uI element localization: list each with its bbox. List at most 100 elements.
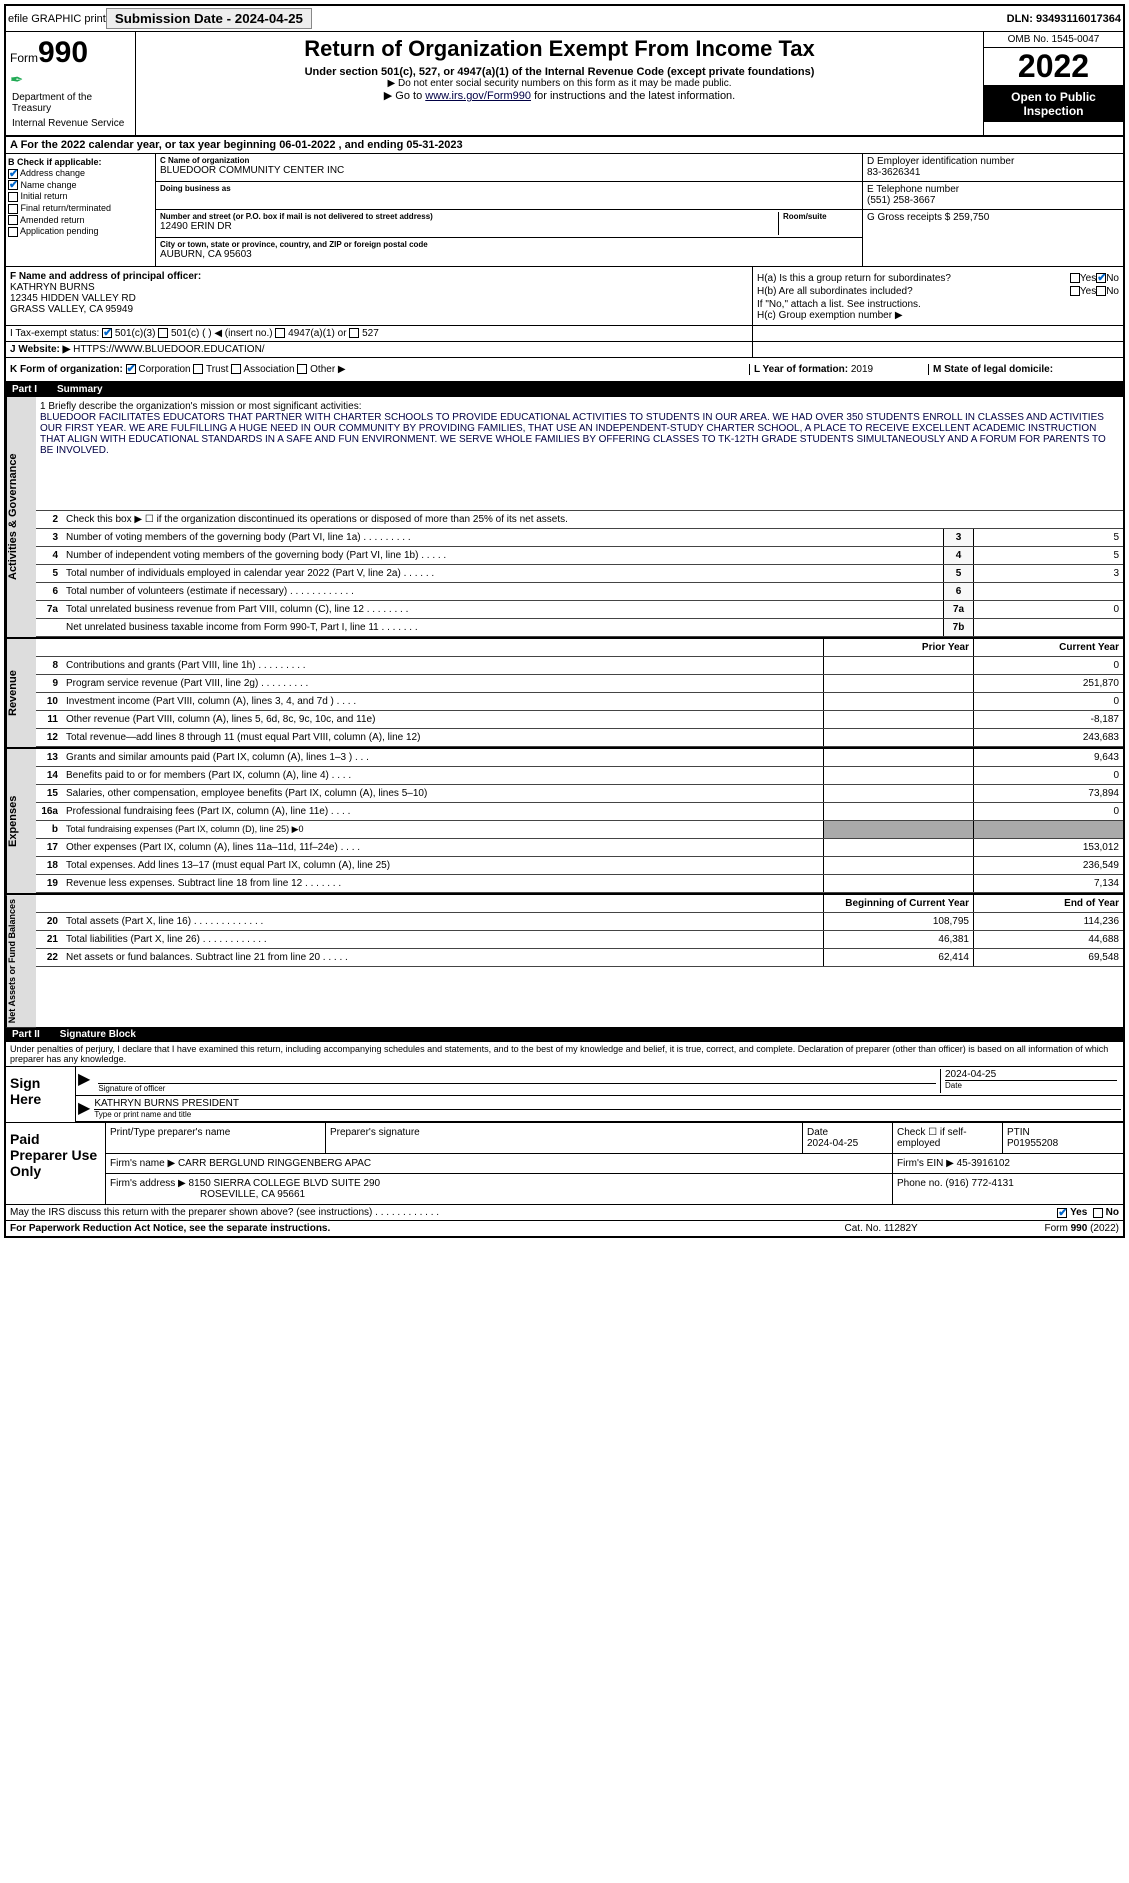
- table-row: bTotal fundraising expenses (Part IX, co…: [36, 821, 1123, 839]
- part-i-num: Part I: [12, 384, 37, 395]
- row-j: J Website: ▶ HTTPS://WWW.BLUEDOOR.EDUCAT…: [6, 342, 1123, 358]
- table-row: 5Total number of individuals employed in…: [36, 565, 1123, 583]
- discuss-row: May the IRS discuss this return with the…: [6, 1204, 1123, 1220]
- part-ii-num: Part II: [12, 1029, 40, 1040]
- sign-here-block: Sign Here ▶ Signature of officer 2024-04…: [6, 1067, 1123, 1122]
- gross-label: G Gross receipts $: [867, 212, 950, 223]
- row-k: K Form of organization: ✔ Corporation Tr…: [6, 358, 1123, 382]
- netassets-header: Beginning of Current Year End of Year: [36, 895, 1123, 913]
- form-subtitle: Under section 501(c), 527, or 4947(a)(1)…: [140, 66, 979, 78]
- part-ii-header: Part II Signature Block: [6, 1027, 1123, 1042]
- checkbox-item: Amended return: [8, 215, 153, 226]
- form-ref: Form 990 (2022): [1045, 1223, 1119, 1234]
- officer-addr2: GRASS VALLEY, CA 95949: [10, 304, 748, 315]
- prep-sig-label: Preparer's signature: [326, 1123, 803, 1153]
- firm-ein: 45-3916102: [957, 1158, 1010, 1169]
- website-label: J Website: ▶: [10, 344, 70, 355]
- section-f-h: F Name and address of principal officer:…: [6, 267, 1123, 326]
- officer-name: KATHRYN BURNS: [10, 282, 748, 293]
- revenue-label: Revenue: [6, 639, 36, 747]
- irs-link[interactable]: www.irs.gov/Form990: [425, 90, 531, 102]
- sig-date-label: Date: [945, 1080, 1117, 1090]
- form-org-label: K Form of organization:: [10, 364, 123, 375]
- table-row: 4Number of independent voting members of…: [36, 547, 1123, 565]
- checkbox-item: Final return/terminated: [8, 203, 153, 214]
- hb-yes: Yes: [1070, 286, 1096, 297]
- table-row: 11Other revenue (Part VIII, column (A), …: [36, 711, 1123, 729]
- form-title: Return of Organization Exempt From Incom…: [140, 36, 979, 62]
- officer-addr1: 12345 HIDDEN VALLEY RD: [10, 293, 748, 304]
- 527-check: [349, 328, 359, 338]
- tax-status-label: I Tax-exempt status:: [10, 328, 99, 339]
- col-d: D Employer identification number 83-3626…: [863, 154, 1123, 266]
- topbar: efile GRAPHIC print Submission Date - 20…: [6, 6, 1123, 32]
- dln-label: DLN: 93493116017364: [1007, 13, 1121, 25]
- table-row: 9Program service revenue (Part VIII, lin…: [36, 675, 1123, 693]
- expenses-label: Expenses: [6, 749, 36, 893]
- website-url: HTTPS://WWW.BLUEDOOR.EDUCATION/: [73, 344, 264, 355]
- hb-note: If "No," attach a list. See instructions…: [757, 299, 1119, 310]
- form-number: Form990: [10, 36, 131, 70]
- preparer-label: Paid Preparer Use Only: [6, 1123, 106, 1204]
- discuss-no: No: [1093, 1207, 1119, 1218]
- table-row: 14Benefits paid to or for members (Part …: [36, 767, 1123, 785]
- hb-label: H(b) Are all subordinates included?: [757, 286, 1070, 297]
- governance-label: Activities & Governance: [6, 397, 36, 637]
- org-name-label: C Name of organization: [160, 156, 858, 165]
- perjury-text: Under penalties of perjury, I declare th…: [6, 1042, 1123, 1067]
- prior-year-header: Prior Year: [823, 639, 973, 656]
- section-b-c-d: B Check if applicable: ✔ Address change✔…: [6, 154, 1123, 267]
- header: Form990 ✒ Department of the Treasury Int…: [6, 32, 1123, 137]
- form-990: efile GRAPHIC print Submission Date - 20…: [4, 4, 1125, 1238]
- cat-no: Cat. No. 11282Y: [845, 1223, 1045, 1234]
- table-row: 12Total revenue—add lines 8 through 11 (…: [36, 729, 1123, 747]
- city-value: AUBURN, CA 95603: [160, 249, 858, 260]
- checkbox-item: ✔ Name change: [8, 180, 153, 191]
- 4947-check: [275, 328, 285, 338]
- table-row: 15Salaries, other compensation, employee…: [36, 785, 1123, 803]
- governance-section: Activities & Governance 1 Briefly descri…: [6, 397, 1123, 637]
- table-row: 6Total number of volunteers (estimate if…: [36, 583, 1123, 601]
- table-row: 17Other expenses (Part IX, column (A), l…: [36, 839, 1123, 857]
- phone-value: (551) 258-3667: [867, 195, 1119, 206]
- efile-label: efile GRAPHIC print: [8, 13, 106, 25]
- table-row: 13Grants and similar amounts paid (Part …: [36, 749, 1123, 767]
- table-row: 21Total liabilities (Part X, line 26) . …: [36, 931, 1123, 949]
- addr-label: Number and street (or P.O. box if mail i…: [160, 212, 778, 221]
- irs-label: Internal Revenue Service: [10, 116, 131, 131]
- sig-name-label: Type or print name and title: [94, 1109, 1121, 1119]
- assoc-check: [231, 364, 241, 374]
- check-header: B Check if applicable:: [8, 157, 153, 167]
- year-formation: 2019: [851, 364, 873, 375]
- begin-year-header: Beginning of Current Year: [823, 895, 973, 912]
- 501c-check: [158, 328, 168, 338]
- ha-label: H(a) Is this a group return for subordin…: [757, 273, 1070, 284]
- firm-name-label: Firm's name ▶: [110, 1158, 175, 1169]
- end-year-header: End of Year: [973, 895, 1123, 912]
- discuss-text: May the IRS discuss this return with the…: [10, 1207, 1057, 1218]
- part-ii-title: Signature Block: [60, 1029, 136, 1040]
- firm-name: CARR BERGLUND RINGGENBERG APAC: [178, 1158, 371, 1169]
- ha-yes: Yes: [1070, 273, 1096, 284]
- table-row: 16aProfessional fundraising fees (Part I…: [36, 803, 1123, 821]
- netassets-section: Net Assets or Fund Balances Beginning of…: [6, 893, 1123, 1027]
- row-i: I Tax-exempt status: ✔ 501(c)(3) 501(c) …: [6, 326, 1123, 342]
- table-row: Net unrelated business taxable income fr…: [36, 619, 1123, 637]
- preparer-block: Paid Preparer Use Only Print/Type prepar…: [6, 1122, 1123, 1204]
- other-check: [297, 364, 307, 374]
- hc-label: H(c) Group exemption number ▶: [757, 310, 1119, 321]
- dba-label: Doing business as: [160, 184, 858, 193]
- trust-check: [193, 364, 203, 374]
- state-domicile-label: M State of legal domicile:: [933, 364, 1053, 375]
- firm-addr: 8150 SIERRA COLLEGE BLVD SUITE 290: [189, 1178, 381, 1189]
- submission-button[interactable]: Submission Date - 2024-04-25: [106, 8, 312, 29]
- prep-date: 2024-04-25: [807, 1138, 858, 1149]
- firm-phone-label: Phone no.: [897, 1178, 943, 1189]
- sig-date: 2024-04-25: [945, 1069, 1117, 1080]
- col-b: B Check if applicable: ✔ Address change✔…: [6, 154, 156, 266]
- year-formation-label: L Year of formation:: [754, 364, 848, 375]
- prep-name-label: Print/Type preparer's name: [106, 1123, 326, 1153]
- ha-no: ✔No: [1096, 273, 1119, 284]
- expenses-section: Expenses 13Grants and similar amounts pa…: [6, 747, 1123, 893]
- table-row: 3Number of voting members of the governi…: [36, 529, 1123, 547]
